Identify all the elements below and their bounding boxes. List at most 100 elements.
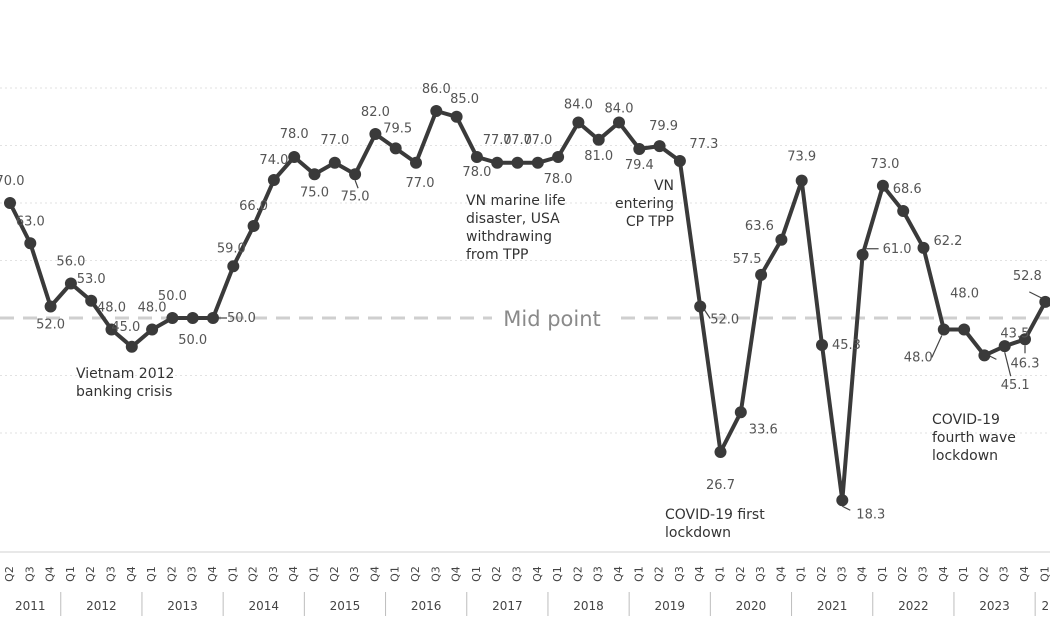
data-label-27: 78.0 [544, 172, 573, 187]
quarter-tick-3: Q1 [64, 566, 77, 582]
data-label-51: 52.8 [1013, 269, 1042, 284]
data-point-2 [44, 300, 57, 313]
annotation-line: from TPP [466, 247, 528, 263]
quarter-tick-39: Q1 [795, 566, 808, 582]
data-point-21 [430, 105, 443, 117]
data-point-30 [613, 116, 625, 129]
data-label-25: 77.0 [503, 133, 532, 148]
midpoint-label-bg [492, 305, 612, 331]
quarter-tick-29: Q3 [592, 566, 605, 582]
data-label-45: 62.2 [934, 234, 963, 249]
data-point-0 [4, 197, 16, 209]
data-point-17 [349, 168, 362, 181]
annotation-line: entering [615, 196, 674, 212]
data-label-40: 45.3 [832, 338, 861, 353]
quarter-tick-8: Q2 [165, 566, 178, 582]
annotation-line: lockdown [932, 448, 998, 464]
year-label-2018: 2018 [573, 599, 604, 613]
data-label-18: 82.0 [361, 105, 390, 120]
quarter-tick-4: Q2 [84, 566, 97, 582]
data-point-26 [531, 156, 544, 169]
annotation-line: COVID-19 first [665, 507, 765, 523]
data-label-38: 63.6 [745, 219, 774, 234]
data-label-5: 48.0 [97, 301, 126, 316]
data-label-35: 26.7 [706, 478, 735, 493]
data-label-39: 73.9 [787, 150, 816, 165]
data-point-51 [1039, 295, 1050, 308]
x-axis: Q2 Q3 Q4 Q1 Q2 Q3 Q4 Q1 Q2 Q3 Q4 Q1 Q2 Q3 Q4 Q1 Q2 Q3 Q4 Q1… [0, 551, 1050, 616]
data-label-10: 50.0 [227, 311, 256, 326]
data-point-28 [572, 116, 585, 129]
data-point-13 [267, 174, 280, 186]
data-point-41 [836, 494, 849, 507]
quarter-tick-51: Q1 [1038, 566, 1050, 582]
quarter-tick-34: Q4 [693, 566, 706, 582]
year-label-2014: 2014 [248, 599, 279, 613]
data-point-15 [308, 168, 321, 181]
data-label-28: 84.0 [564, 98, 593, 113]
year-label-2021: 2021 [817, 599, 848, 613]
data-point-12 [247, 220, 260, 232]
annotation-line: VN marine life [466, 193, 566, 209]
year-label-2012: 2012 [86, 599, 117, 613]
data-label-11: 59.0 [217, 241, 246, 256]
leader-line-51 [1029, 291, 1042, 299]
data-point-16 [328, 156, 341, 169]
data-label-50: 46.3 [1011, 356, 1040, 371]
data-point-34 [694, 300, 707, 313]
data-label-47: 48.0 [950, 287, 979, 302]
data-label-29: 81.0 [584, 149, 613, 164]
data-point-33 [673, 155, 686, 168]
quarter-tick-43: Q1 [876, 566, 889, 582]
leader-line-41 [842, 505, 851, 511]
quarter-tick-24: Q2 [490, 566, 503, 582]
data-label-15: 75.0 [300, 185, 329, 200]
gridlines [0, 87, 1050, 434]
midpoint-label: Mid point [503, 307, 601, 331]
annotation-a2023: COVID-19 fourth wave lockdown [932, 412, 1016, 464]
data-label-26: 77.0 [523, 133, 552, 148]
data-label-41: 18.3 [856, 507, 885, 522]
data-label-49: 45.1 [1001, 378, 1030, 393]
data-label-16: 77.0 [320, 133, 349, 148]
data-point-1 [24, 237, 37, 250]
annotation-a2012: Vietnam 2012 banking crisis [76, 366, 174, 400]
quarter-tick-23: Q1 [470, 566, 483, 582]
annotations: Vietnam 2012 banking crisis VN marine life… [76, 178, 1016, 541]
quarter-tick-38: Q4 [774, 566, 787, 582]
data-point-6 [125, 340, 138, 353]
data-point-32 [653, 140, 666, 153]
annotation-line: banking crisis [76, 384, 172, 400]
quarter-tick-42: Q4 [856, 566, 869, 582]
data-label-3: 56.0 [56, 255, 85, 270]
data-label-7: 48.0 [138, 301, 167, 316]
data-point-39 [795, 174, 808, 187]
quarter-tick-15: Q1 [308, 566, 321, 582]
data-point-11 [227, 260, 240, 273]
quarter-tick-31: Q1 [632, 566, 645, 582]
quarter-tick-45: Q3 [917, 566, 930, 582]
data-point-24 [491, 156, 504, 169]
data-label-34: 52.0 [710, 313, 739, 328]
data-label-12: 66.0 [239, 199, 268, 214]
data-point-37 [755, 268, 768, 281]
data-point-9 [186, 312, 199, 324]
data-label-43: 73.0 [870, 157, 899, 172]
year-label-2016: 2016 [411, 599, 442, 613]
quarter-tick-47: Q1 [957, 566, 970, 582]
quarter-tick-40: Q2 [815, 566, 828, 582]
quarter-tick-21: Q3 [429, 566, 442, 582]
data-label-37: 57.5 [733, 252, 762, 267]
data-point-5 [105, 323, 118, 336]
data-point-3 [64, 277, 77, 290]
data-label-8: 50.0 [158, 289, 187, 304]
annotation-line: lockdown [665, 525, 731, 541]
data-label-31: 79.4 [625, 158, 654, 173]
data-label-22: 85.0 [450, 92, 479, 107]
quarter-tick-49: Q3 [998, 566, 1011, 582]
data-point-40 [816, 339, 828, 352]
data-point-10 [207, 312, 219, 324]
data-label-30: 84.0 [605, 102, 634, 117]
data-point-23 [470, 151, 483, 163]
data-label-21: 86.0 [422, 82, 451, 97]
